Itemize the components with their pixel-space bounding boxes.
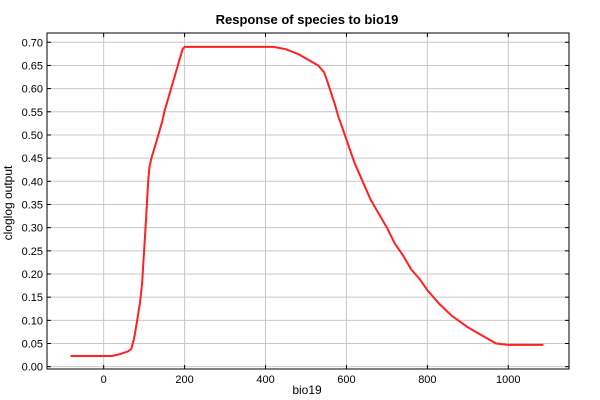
x-tick-label: 0 bbox=[101, 374, 107, 386]
y-tick-label: 0.25 bbox=[22, 246, 43, 258]
y-tick-label: 0.10 bbox=[22, 315, 43, 327]
grid-lines bbox=[47, 33, 569, 369]
y-tick-label: 0.45 bbox=[22, 153, 43, 165]
y-tick-label: 0.60 bbox=[22, 84, 43, 96]
y-tick-label: 0.05 bbox=[22, 339, 43, 351]
y-tick-label: 0.30 bbox=[22, 223, 43, 235]
y-tick-label: 0.50 bbox=[22, 130, 43, 142]
y-tick-label: 0.65 bbox=[22, 60, 43, 72]
plot-frame bbox=[46, 32, 570, 370]
x-tick-label: 200 bbox=[175, 374, 193, 386]
y-tick-label: 0.40 bbox=[22, 176, 43, 188]
y-tick-label: 0.55 bbox=[22, 107, 43, 119]
x-axis-label: bio19 bbox=[292, 383, 322, 397]
y-axis-label: cloglog output bbox=[1, 165, 15, 240]
x-tick-label: 800 bbox=[418, 374, 436, 386]
response-curve-line bbox=[70, 45, 544, 357]
x-tick-label: 400 bbox=[256, 374, 274, 386]
y-tick-label: 0.35 bbox=[22, 199, 43, 211]
series-layer bbox=[70, 45, 544, 357]
y-tick-label: 0.70 bbox=[22, 37, 43, 49]
y-tick-label: 0.00 bbox=[22, 362, 43, 374]
x-tick-label: 600 bbox=[337, 374, 355, 386]
y-tick-label: 0.20 bbox=[22, 269, 43, 281]
axis-ticks: 0 200 400 600 800 1000 0.00 0.05 0.10 0.15 0.20 0.2… bbox=[22, 33, 569, 386]
chart-title: Response of species to bio19 bbox=[216, 12, 399, 27]
y-tick-label: 0.15 bbox=[22, 292, 43, 304]
x-tick-label: 1000 bbox=[496, 374, 520, 386]
